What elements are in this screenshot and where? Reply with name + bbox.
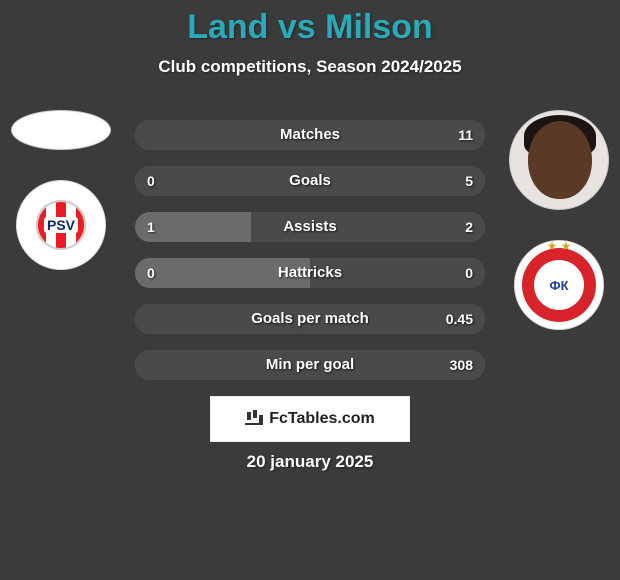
stat-value-left: 1: [147, 212, 155, 242]
player-left-avatar: [11, 110, 111, 150]
snapshot-date: 20 january 2025: [0, 452, 620, 472]
player-right-avatar: [509, 110, 609, 210]
fctables-logo-icon: [245, 410, 263, 428]
stat-label: Matches: [135, 120, 485, 150]
stat-value-right: 11: [458, 120, 473, 150]
stat-row: Assists1 2: [135, 212, 485, 242]
stat-value-left: 0: [147, 166, 155, 196]
club-monogram: ФК: [534, 260, 584, 310]
player-left-column: PSV: [6, 110, 116, 270]
player-right-club-logo: ★ ★ ФК: [514, 240, 604, 330]
stat-value-right: 0: [465, 258, 473, 288]
psv-shield-icon: PSV: [31, 195, 91, 255]
club-stars-icon: ★ ★: [515, 239, 603, 253]
stat-row: Min per goal308: [135, 350, 485, 380]
stat-row: Matches11: [135, 120, 485, 150]
stat-row: Hattricks0 0: [135, 258, 485, 288]
stat-value-right: 2: [465, 212, 473, 242]
stats-container: Matches11Goals05Assists12Hattricks00Goal…: [135, 120, 485, 380]
crvena-zvezda-shield-icon: ФК: [522, 248, 596, 322]
stat-label: Goals per match: [135, 304, 485, 334]
stat-value-right: 308: [450, 350, 473, 380]
avatar-face-shape: [528, 121, 592, 199]
comparison-card: Land vs Milson Club competitions, Season…: [0, 0, 620, 580]
branding-text: FcTables.com: [269, 410, 375, 428]
page-title: Land vs Milson: [0, 0, 620, 47]
stat-label: Hattricks: [135, 258, 485, 288]
stat-value-right: 0.45: [446, 304, 473, 334]
player-right-column: ★ ★ ФК: [504, 110, 614, 330]
stat-value-right: 5: [465, 166, 473, 196]
stat-label: Assists: [135, 212, 485, 242]
stat-label: Min per goal: [135, 350, 485, 380]
stat-row: Goals0 5: [135, 166, 485, 196]
page-subtitle: Club competitions, Season 2024/2025: [0, 57, 620, 77]
psv-text: PSV: [44, 217, 78, 233]
branding-badge[interactable]: FcTables.com: [210, 396, 410, 442]
player-left-club-logo: PSV: [16, 180, 106, 270]
stat-row: Goals per match0.45: [135, 304, 485, 334]
stat-value-left: 0: [147, 258, 155, 288]
stat-label: Goals: [135, 166, 485, 196]
